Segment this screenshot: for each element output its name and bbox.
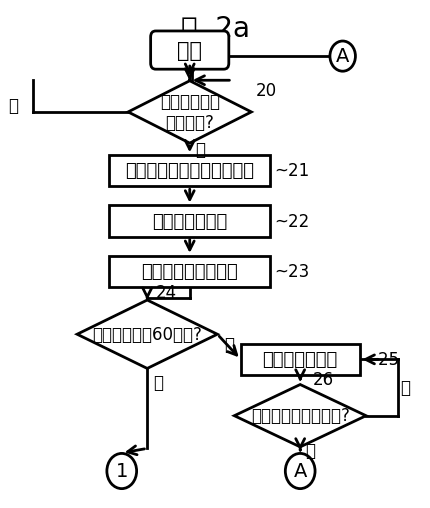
Text: 排水泆是否结束工作?: 排水泆是否结束工作?: [251, 407, 349, 425]
Text: ~21: ~21: [274, 162, 310, 180]
Polygon shape: [77, 300, 217, 369]
Text: 否: 否: [224, 335, 234, 354]
Text: 是: 是: [154, 374, 163, 392]
Text: 20: 20: [255, 82, 276, 100]
Text: 是: 是: [195, 141, 205, 158]
Text: ~23: ~23: [274, 263, 310, 280]
FancyBboxPatch shape: [150, 31, 229, 70]
Circle shape: [330, 42, 355, 72]
Bar: [109, 206, 270, 237]
Text: 开始: 开始: [177, 41, 202, 60]
Bar: [240, 344, 359, 375]
Text: 26: 26: [313, 371, 334, 389]
Circle shape: [285, 454, 315, 489]
Text: 排水泵继续工作: 排水泵继续工作: [262, 351, 338, 368]
Text: A: A: [293, 462, 307, 481]
Text: 计算排水泵工作时间: 计算排水泵工作时间: [141, 263, 238, 280]
Text: 是否持续发生60秒钟?: 是否持续发生60秒钟?: [92, 326, 202, 343]
Bar: [109, 155, 270, 186]
Text: 排水泵开始工作: 排水泵开始工作: [152, 212, 227, 230]
Text: ~22: ~22: [274, 212, 310, 230]
Text: 是否发生浮子
检测信号?: 是否发生浮子 检测信号?: [160, 93, 219, 132]
Text: 图  2a: 图 2a: [181, 15, 249, 43]
Text: ~25: ~25: [363, 351, 399, 368]
Text: 否: 否: [399, 378, 410, 397]
Text: 24: 24: [156, 283, 177, 302]
Text: 是: 是: [305, 441, 315, 459]
Polygon shape: [234, 385, 366, 447]
Text: 计算浮子检测信号持续时间: 计算浮子检测信号持续时间: [125, 162, 254, 180]
Text: A: A: [336, 47, 349, 66]
Polygon shape: [128, 81, 251, 143]
Bar: [109, 256, 270, 287]
Circle shape: [107, 454, 136, 489]
Text: 否: 否: [9, 98, 18, 115]
Text: 1: 1: [115, 462, 128, 481]
